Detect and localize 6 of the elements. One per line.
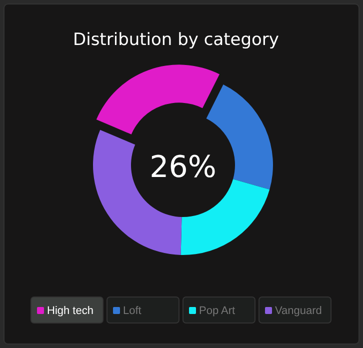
chart-title: Distribution by category — [73, 30, 279, 50]
legend-label: Vanguard — [275, 305, 322, 317]
legend-label: Pop Art — [199, 305, 236, 317]
text: 26% — [150, 150, 216, 185]
legend-label: Loft — [123, 305, 142, 317]
legend-label: High tech — [47, 305, 94, 317]
